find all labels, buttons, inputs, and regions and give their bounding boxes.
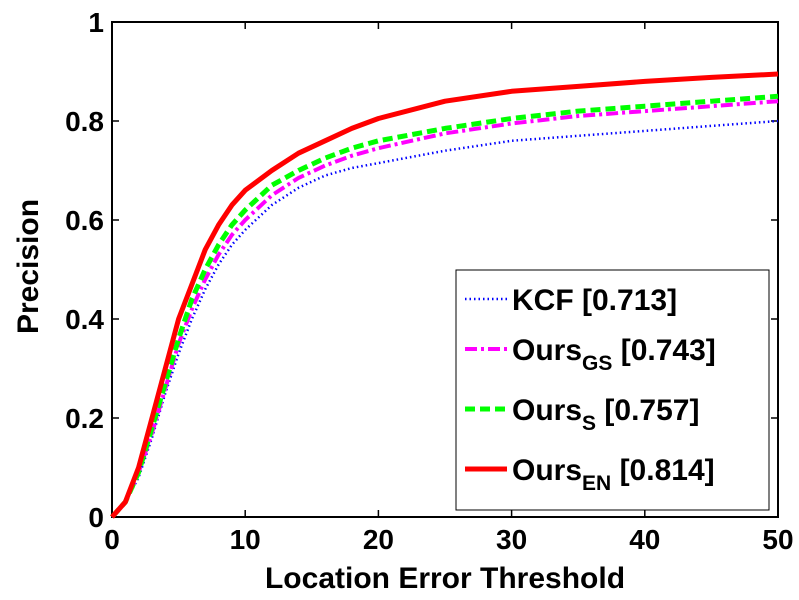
y-tick-label: 1 <box>88 7 104 38</box>
legend-series-name: Ours <box>512 454 582 487</box>
series-lines <box>110 71 779 519</box>
legend-spacer <box>611 454 619 487</box>
legend-series-subscript: EN <box>582 472 611 495</box>
legend-series-name: Ours <box>512 394 582 427</box>
legend-entry-label: OursGS [0.743] <box>512 334 716 375</box>
series-line-ours-en <box>110 71 779 519</box>
legend-spacer <box>612 334 620 367</box>
legend-spacer <box>596 394 604 427</box>
legend-series-subscript: GS <box>582 352 612 375</box>
y-tick-label: 0 <box>88 502 104 533</box>
legend-box <box>455 269 770 511</box>
x-tick-label: 10 <box>230 524 261 555</box>
legend-entry-label: OursEN [0.814] <box>512 454 715 495</box>
legend-series-name: KCF <box>512 284 574 317</box>
axis-ticks: 0 10 20 30 40 50 0 0.2 0.4 0.6 0.8 1 <box>65 7 794 555</box>
series-line-ours-gs <box>110 99 779 519</box>
x-tick-label: 40 <box>629 524 660 555</box>
y-tick-label: 0.2 <box>65 403 104 434</box>
legend-series-score: [0.743] <box>621 334 716 367</box>
legend-entry-label: KCF [0.713] <box>512 284 677 317</box>
y-axis-title: Precision <box>12 199 45 334</box>
y-tick-label: 0.6 <box>65 205 104 236</box>
legend-spacer <box>574 284 582 317</box>
legend: KCF [0.713]OursGS [0.743]OursS [0.757]Ou… <box>455 269 770 511</box>
y-tick-label: 0.8 <box>65 106 104 137</box>
x-tick-label: 20 <box>363 524 394 555</box>
legend-series-score: [0.713] <box>582 284 677 317</box>
legend-series-score: [0.814] <box>620 454 715 487</box>
y-tick-label: 0.4 <box>65 304 104 335</box>
series-line-ours-s <box>110 93 779 519</box>
legend-series-subscript: S <box>582 412 596 435</box>
x-tick-label: 0 <box>104 524 120 555</box>
legend-series-name: Ours <box>512 334 582 367</box>
x-axis-title: Location Error Threshold <box>265 562 625 595</box>
x-tick-label: 50 <box>762 524 793 555</box>
legend-series-score: [0.757] <box>604 394 699 427</box>
x-tick-label: 30 <box>496 524 527 555</box>
legend-entry-label: OursS [0.757] <box>512 394 699 435</box>
series-line-kcf <box>111 119 779 518</box>
